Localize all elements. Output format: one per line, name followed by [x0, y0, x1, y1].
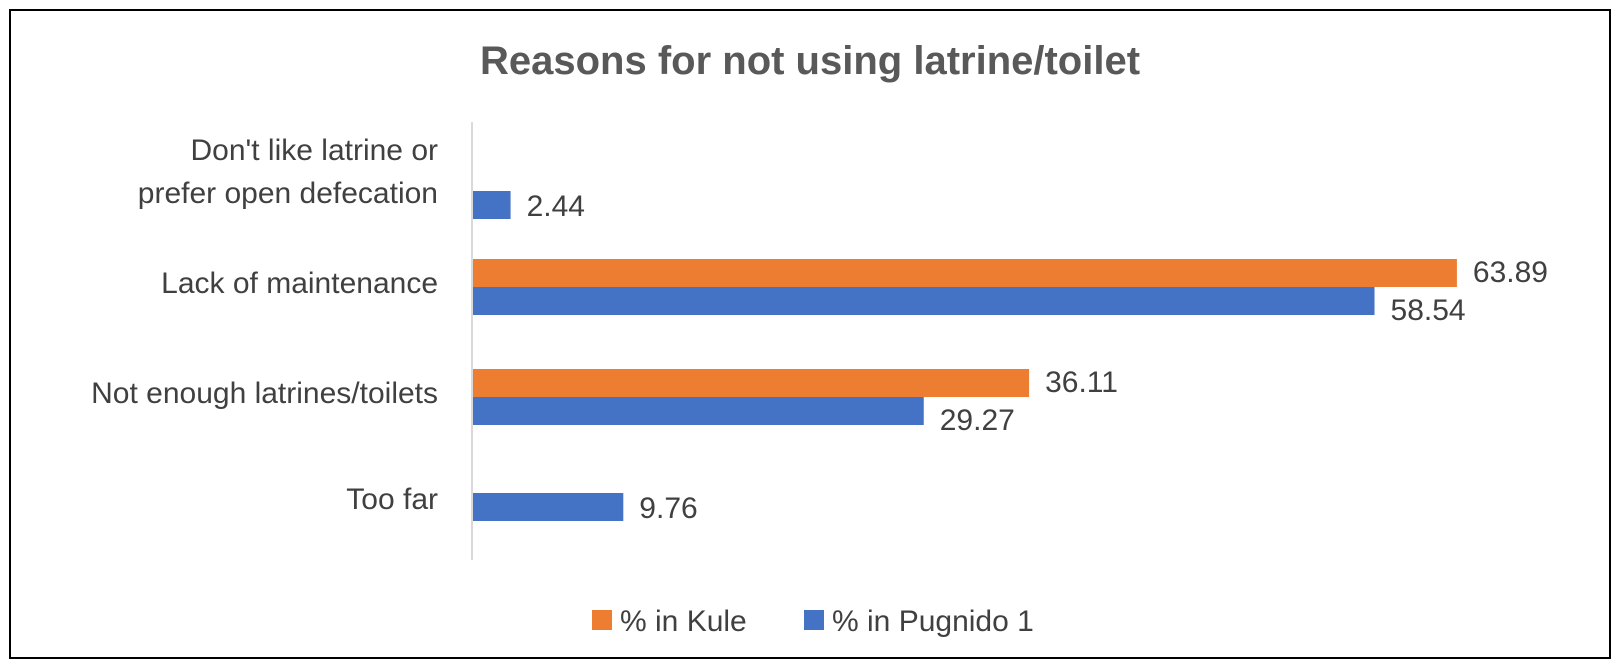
legend-swatch — [804, 610, 824, 630]
bar-pugnido-1 — [473, 493, 624, 521]
category-label: Not enough latrines/toilets — [91, 377, 438, 410]
category-label: Don't like latrine or — [191, 134, 439, 167]
chart-border — [9, 9, 1611, 659]
category-label: prefer open defecation — [138, 177, 438, 210]
bar-kule — [473, 259, 1457, 287]
category-label: Lack of maintenance — [161, 267, 438, 300]
category-labels: Don't like latrine or prefer open defecat… — [91, 134, 438, 516]
bar-pugnido-1 — [473, 287, 1375, 315]
legend-swatch — [592, 610, 612, 630]
chart-title: Reasons for not using latrine/toilet — [480, 39, 1140, 83]
data-label: 58.54 — [1391, 294, 1466, 327]
legend-label: % in Pugnido 1 — [832, 605, 1034, 638]
data-label: 63.89 — [1473, 256, 1548, 289]
bar-kule — [473, 369, 1030, 397]
bars — [473, 191, 1457, 521]
bar-pugnido-1 — [473, 397, 924, 425]
data-label: 29.27 — [940, 404, 1015, 437]
category-label: Too far — [346, 483, 438, 516]
bar-pugnido-1 — [473, 191, 511, 219]
data-label: 2.44 — [527, 190, 585, 223]
data-label: 9.76 — [639, 492, 697, 525]
legend-label: % in Kule — [620, 605, 747, 638]
legend: % in Kule % in Pugnido 1 — [592, 605, 1034, 638]
data-label: 36.11 — [1045, 366, 1118, 399]
